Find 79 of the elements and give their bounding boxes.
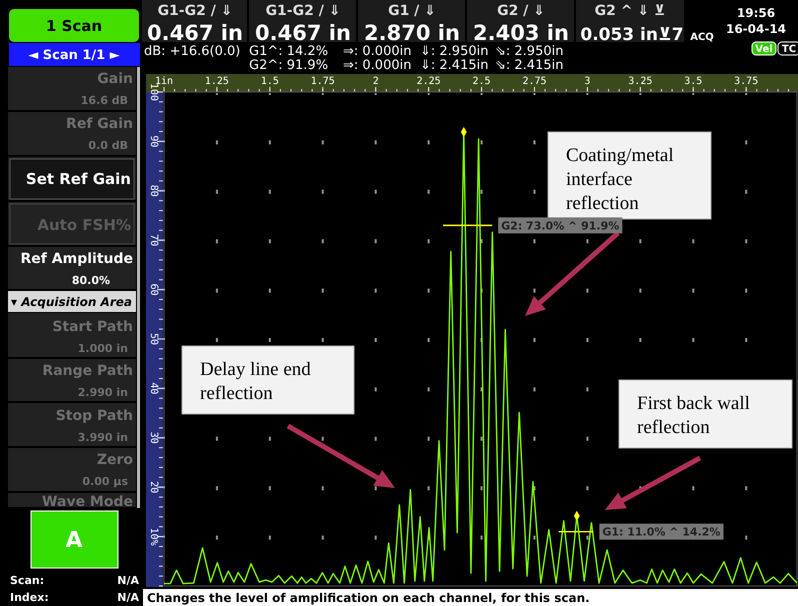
text: 0.467 in bbox=[147, 21, 243, 45]
text: ⇒: 0.000in bbox=[343, 58, 412, 73]
text: TC bbox=[782, 44, 796, 55]
y-tick-label: 70 bbox=[148, 234, 159, 246]
y-tick-label: 30 bbox=[148, 432, 159, 444]
text: 2.403 in bbox=[473, 21, 569, 45]
text: Changes the level of amplification on each channel, for this scan. bbox=[147, 591, 590, 605]
text: ▾ Acquisition Area bbox=[11, 295, 132, 309]
x-tick-label: 1.5 bbox=[260, 76, 279, 87]
text: 16.6 dB bbox=[80, 94, 128, 107]
text: Stop Path bbox=[56, 408, 133, 424]
text: G2 ^ ⇓ ⊻ bbox=[594, 3, 666, 19]
text: 1 Scan bbox=[46, 17, 102, 35]
text: N/A bbox=[117, 591, 140, 604]
text: ⇘: 2.415in bbox=[495, 58, 564, 73]
text: Ref Amplitude bbox=[20, 251, 133, 267]
text: 1.000 in bbox=[78, 342, 128, 355]
y-tick-label: 50 bbox=[148, 332, 159, 346]
text: ACQ bbox=[690, 32, 714, 43]
annotation: First back wall reflection bbox=[637, 393, 750, 438]
text: G1 / ⇓ bbox=[388, 3, 436, 19]
text: 3.990 in bbox=[78, 431, 128, 444]
text: Scan: bbox=[10, 574, 44, 587]
y-tick-label: 100 bbox=[148, 82, 159, 102]
text: 2.870 in bbox=[364, 21, 460, 45]
text: 2.990 in bbox=[78, 386, 128, 399]
text: Start Path bbox=[52, 319, 133, 335]
text: 0.467 in bbox=[255, 21, 351, 45]
text: ⇒: 0.000in bbox=[343, 44, 412, 59]
y-tick-label: 10% bbox=[148, 528, 159, 546]
text: 0.00 µs bbox=[82, 475, 128, 488]
x-tick-label: 2.25 bbox=[416, 76, 441, 87]
text: ⇘: 2.950in bbox=[495, 44, 564, 59]
text: Vel bbox=[755, 44, 773, 55]
text: Gain bbox=[97, 71, 133, 87]
text: Wave Mode bbox=[42, 494, 133, 510]
text: G1-G2 / ⇓ bbox=[266, 3, 340, 19]
x-tick-label: 2.75 bbox=[522, 76, 547, 87]
text: ⇓: 2.415in bbox=[420, 58, 488, 73]
text: N/A bbox=[117, 574, 140, 587]
text: Index: bbox=[10, 591, 49, 604]
text: Set Ref Gain bbox=[26, 170, 131, 188]
callout-box: Coating/metal interface reflection bbox=[548, 132, 712, 220]
text: G1-G2 / ⇓ bbox=[158, 3, 232, 19]
text: 80.0% bbox=[72, 274, 110, 287]
y-tick-label: 90 bbox=[148, 135, 159, 148]
text: A bbox=[65, 528, 83, 553]
text: ⇓: 2.950in bbox=[420, 44, 488, 59]
annotation: G2: 73.0% ^ 91.9% bbox=[501, 219, 620, 232]
text: Ref Gain bbox=[66, 116, 133, 132]
callout-box: First back wall reflection bbox=[618, 380, 792, 448]
text: 0.0 dB bbox=[88, 139, 128, 152]
annotation: Delay line end reflection bbox=[200, 359, 312, 404]
text: Auto FSH% bbox=[37, 216, 131, 234]
annotation: Coating/metal interface reflection bbox=[566, 145, 674, 214]
x-tick-label: 3.5 bbox=[684, 76, 702, 87]
text: 0.053 in⊻7 bbox=[580, 25, 684, 45]
x-tick-label: 3.75 bbox=[734, 76, 758, 87]
text: Zero bbox=[96, 452, 134, 468]
callout-box: Delay line end reflection bbox=[182, 346, 354, 414]
text: dB: +16.6(0.0) bbox=[144, 44, 240, 59]
text: G2 / ⇓ bbox=[497, 3, 545, 19]
text: G1^: 14.2% bbox=[249, 44, 328, 59]
annotation: G1: 11.0% ^ 14.2% bbox=[602, 526, 720, 539]
text: ◄ Scan 1/1 ► bbox=[28, 48, 120, 63]
x-tick-label: 2.5 bbox=[472, 76, 491, 87]
y-tick-label: 20 bbox=[148, 481, 159, 494]
x-tick-label: 2 bbox=[372, 76, 379, 87]
y-tick-label: 60 bbox=[148, 284, 159, 296]
x-tick-label: 1.25 bbox=[204, 76, 229, 87]
x-tick-label: 3.25 bbox=[628, 76, 652, 87]
text: Range Path bbox=[42, 363, 133, 379]
x-tick-label: 1.75 bbox=[310, 76, 335, 87]
y-tick-label: 80 bbox=[148, 184, 159, 197]
text: 16-04-14 bbox=[726, 22, 786, 36]
y-tick-label: 40 bbox=[148, 382, 159, 394]
text: 19:56 bbox=[736, 6, 776, 20]
text: G2^: 91.9% bbox=[249, 58, 328, 73]
x-tick-label: 3 bbox=[584, 76, 590, 87]
